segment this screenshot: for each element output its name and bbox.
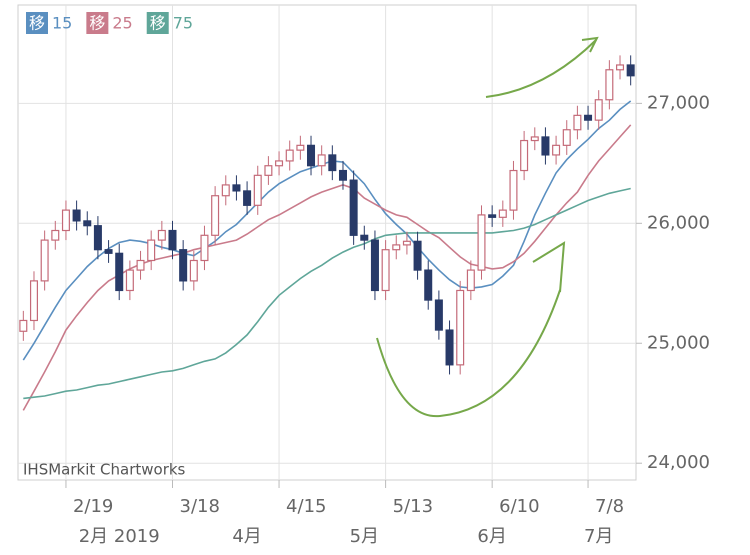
- legend-prefix: 移: [150, 14, 166, 33]
- x-tick-label: 3/18: [180, 496, 220, 517]
- candle-body: [594, 99, 603, 121]
- month-label: 2月 2019: [79, 526, 160, 547]
- candle-body: [328, 154, 337, 172]
- candle-body: [179, 249, 188, 282]
- plot-area: [17, 4, 637, 481]
- candle-body: [285, 149, 294, 162]
- y-tick-label: 25,000: [647, 332, 710, 353]
- candle-body: [253, 174, 262, 206]
- legend-swatch: [86, 12, 109, 34]
- x-tick-label: 5/13: [393, 496, 433, 517]
- candle-body: [307, 144, 316, 167]
- candle-body: [413, 240, 422, 271]
- candle-body: [456, 289, 465, 366]
- month-label: 7月: [584, 526, 613, 547]
- candle-body: [264, 165, 273, 176]
- candle-body: [29, 280, 38, 322]
- arrow-head: [532, 241, 566, 293]
- candle-body: [434, 299, 443, 331]
- candle-body: [541, 136, 550, 156]
- candle-body: [488, 214, 497, 218]
- candle-body: [168, 229, 177, 251]
- candle-body: [338, 169, 347, 181]
- candle-body: [530, 136, 539, 142]
- candle-body: [136, 259, 145, 271]
- x-tick-label: 4/15: [286, 496, 326, 517]
- candle-body: [424, 269, 433, 301]
- candle-body: [61, 209, 70, 232]
- candle-body: [147, 239, 156, 262]
- legend-label: 75: [173, 14, 193, 33]
- moving-average-line: [22, 124, 632, 411]
- x-tick-label: 2/19: [73, 496, 113, 517]
- candle-body: [189, 259, 198, 282]
- candle-body: [40, 239, 49, 282]
- y-tick-label: 26,000: [647, 212, 710, 233]
- candle-body: [381, 249, 390, 292]
- candle-body: [317, 154, 326, 167]
- candle-body: [83, 220, 92, 227]
- candle-body: [477, 214, 486, 271]
- candle-body: [445, 329, 454, 366]
- watermark: IHSMarkit Chartworks: [23, 461, 186, 479]
- candle-body: [552, 144, 561, 156]
- candle-body: [104, 249, 113, 254]
- candle-body: [125, 269, 134, 292]
- month-label: 4月: [232, 526, 261, 547]
- trend-arrow: [376, 289, 561, 418]
- legend-swatch: [26, 12, 48, 34]
- candle-body: [243, 190, 252, 206]
- candle-body: [626, 64, 635, 77]
- candle-body: [360, 234, 369, 241]
- candle-body: [509, 169, 518, 211]
- candle-body: [157, 229, 166, 241]
- candle-body: [392, 244, 401, 251]
- moving-average-line: [23, 187, 631, 400]
- candle-body: [232, 184, 241, 192]
- y-tick-label: 27,000: [647, 92, 710, 113]
- candle-body: [211, 195, 220, 236]
- candle-body: [402, 240, 411, 246]
- y-tick-label: 24,000: [647, 452, 710, 473]
- candle-body: [573, 114, 582, 131]
- candle-body: [616, 64, 625, 71]
- candle-body: [562, 129, 571, 146]
- legend-label: 15: [52, 14, 72, 33]
- candle-body: [200, 234, 209, 262]
- month-label: 6月: [477, 526, 506, 547]
- candle-body: [72, 209, 81, 222]
- x-tick-label: 6/10: [499, 496, 539, 517]
- x-tick-label: 7/8: [595, 496, 624, 517]
- candle-body: [584, 114, 593, 121]
- candle-body: [370, 239, 379, 292]
- legend-swatch: [146, 12, 169, 34]
- legend-label: 25: [112, 14, 132, 33]
- candle-body: [605, 69, 614, 101]
- candle-body: [296, 144, 305, 151]
- legend-prefix: 移: [29, 14, 45, 33]
- candle-body: [93, 225, 102, 251]
- legend-prefix: 移: [89, 14, 105, 33]
- candle-body: [466, 269, 475, 292]
- candle-body: [275, 160, 284, 167]
- arrow-head: [581, 36, 599, 53]
- candle-body: [221, 184, 230, 197]
- candle-body: [51, 229, 60, 241]
- candle-body: [349, 179, 358, 236]
- candle-body: [115, 252, 124, 292]
- candle-body: [498, 209, 507, 218]
- candle-body: [19, 319, 28, 332]
- month-label: 5月: [350, 526, 379, 547]
- trend-arrow: [485, 39, 597, 98]
- moving-average-line: [22, 100, 632, 361]
- candle-body: [520, 139, 529, 172]
